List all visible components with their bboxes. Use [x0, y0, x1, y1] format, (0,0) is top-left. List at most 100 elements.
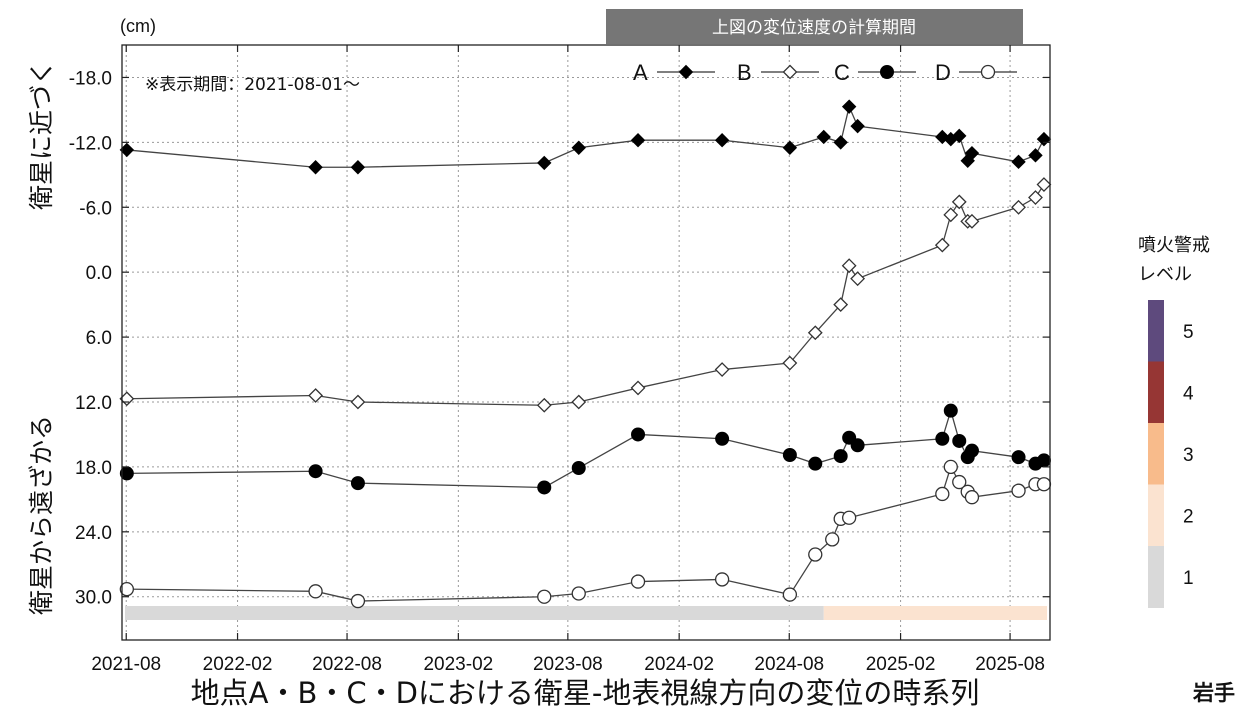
period-bar-segment	[823, 606, 1047, 620]
legend-label-A: A	[633, 60, 648, 85]
y-tick-label: 18.0	[75, 458, 112, 479]
alert-level-title-line2: レベル	[1138, 264, 1192, 285]
data-point-A	[1011, 154, 1026, 170]
alert-level-number-2: 2	[1183, 506, 1194, 527]
y-tick-label: -18.0	[69, 68, 112, 89]
data-point-C	[571, 460, 586, 475]
data-point-A	[537, 155, 552, 171]
y-tick-label: 12.0	[75, 393, 112, 414]
x-tick-label: 2025-02	[866, 654, 936, 675]
y-tick-label: 6.0	[86, 328, 112, 349]
data-point-B	[1028, 190, 1043, 205]
y-tick-labels: -18.0 -12.0 -6.0 0.0 6.0 12.0 18.0 24.0 30.0	[69, 68, 112, 608]
data-point-A	[964, 145, 980, 161]
data-point-C	[782, 448, 797, 463]
data-point-C	[850, 438, 865, 453]
series-line-B	[126, 184, 1045, 406]
data-point-B	[833, 297, 849, 313]
data-point-C	[935, 431, 950, 446]
data-point-B	[841, 258, 857, 274]
data-point-B	[1036, 177, 1052, 192]
y-tick-label: -12.0	[69, 133, 112, 154]
data-point-B	[1011, 199, 1026, 215]
y-tick-label: 30.0	[75, 588, 112, 609]
data-point-D	[1011, 483, 1026, 498]
data-point-B	[782, 355, 798, 371]
series-line-A	[126, 104, 1045, 168]
data-point-D	[1036, 477, 1052, 492]
data-point-A	[308, 160, 323, 175]
data-point-C	[808, 456, 823, 471]
grid-lines	[122, 45, 1050, 640]
alert-level-number-3: 3	[1183, 445, 1194, 466]
y-tick-label: 0.0	[86, 263, 112, 284]
legend-marker-C	[880, 65, 894, 79]
data-point-A	[841, 99, 857, 114]
data-point-C	[1036, 453, 1051, 468]
series-line-D	[126, 465, 1044, 602]
data-point-A	[1028, 148, 1043, 163]
y-label-away-from-satellite: 衛星から遠ざかる	[27, 415, 56, 615]
data-point-B	[850, 271, 866, 287]
data-point-B	[630, 380, 646, 396]
data-point-D	[630, 574, 646, 589]
legend-label-C: C	[834, 60, 850, 85]
data-point-C	[308, 464, 323, 479]
data-point-B	[308, 388, 324, 403]
display-period-note: ※表示期間：2021-08-01～	[145, 75, 360, 95]
data-point-B	[350, 394, 366, 410]
data-point-D	[964, 490, 980, 505]
data-point-C	[833, 449, 848, 464]
data-point-C	[715, 431, 730, 446]
data-point-C	[964, 443, 979, 458]
series-layer	[119, 99, 1052, 609]
alert-level-number-5: 5	[1183, 322, 1194, 343]
alert-level-swatch-4	[1148, 361, 1164, 424]
x-axis-label: 地点A・B・C・Dにおける衛星-地表視線方向の変位の時系列	[191, 676, 980, 710]
data-point-D	[782, 587, 798, 602]
series-B	[119, 177, 1052, 413]
y-label-toward-satellite: 衛星に近づく	[27, 60, 56, 210]
data-point-C	[631, 427, 646, 442]
x-tick-label: 2021-08	[91, 654, 161, 675]
data-point-D	[571, 586, 586, 601]
data-point-A	[1036, 131, 1052, 147]
tick-marks	[122, 45, 1050, 640]
data-point-D	[350, 593, 366, 609]
data-point-D	[842, 510, 857, 525]
data-point-C	[952, 433, 967, 448]
data-point-C	[1011, 450, 1026, 465]
period-bar-segment	[125, 606, 824, 620]
series-line-C	[126, 408, 1045, 489]
data-point-A	[350, 160, 366, 175]
legend-marker-A	[678, 64, 694, 80]
alert-level-swatch-3	[1148, 423, 1164, 485]
alert-level-swatch-5	[1148, 300, 1164, 362]
bottom-period-bar	[125, 606, 1047, 620]
data-point-D	[308, 584, 323, 599]
x-tick-label: 2023-02	[423, 654, 493, 675]
alert-level-number-4: 4	[1183, 383, 1194, 404]
region-label: 岩手	[1192, 681, 1235, 705]
legend-marker-B	[782, 64, 798, 80]
series-D	[119, 459, 1052, 609]
series-A	[119, 99, 1052, 175]
plot-frame	[121, 44, 1051, 641]
data-point-B	[964, 213, 980, 229]
data-point-D	[825, 532, 840, 547]
data-point-B	[714, 362, 730, 377]
legend-label-B: B	[737, 60, 752, 85]
calculation-period-banner-text: 上図の変位速度の計算期間	[712, 18, 916, 38]
y-tick-label: -6.0	[79, 198, 112, 219]
data-point-A	[850, 118, 865, 134]
data-point-D	[952, 474, 967, 490]
alert-level-scale: 噴火警戒 レベル 5 4 3 2 1	[1138, 235, 1210, 608]
data-point-B	[943, 207, 959, 223]
x-tick-label: 2022-02	[203, 654, 273, 675]
x-tick-label: 2023-08	[533, 654, 603, 675]
data-point-C	[350, 476, 365, 491]
alert-level-swatch-1	[1148, 546, 1164, 608]
legend-marker-D	[980, 64, 996, 80]
data-point-A	[816, 129, 831, 145]
